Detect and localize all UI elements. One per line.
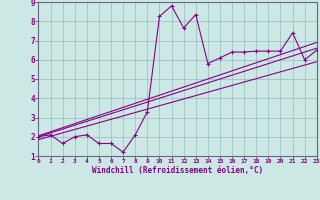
X-axis label: Windchill (Refroidissement éolien,°C): Windchill (Refroidissement éolien,°C) bbox=[92, 166, 263, 175]
